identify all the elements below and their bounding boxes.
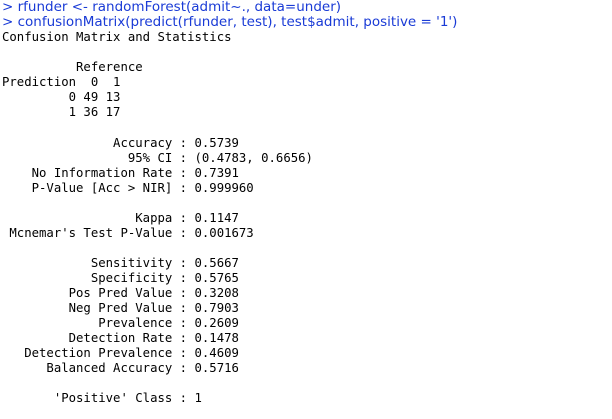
stat-prevalence: Prevalence : 0.2609 — [2, 316, 239, 330]
stat-specificity: Specificity : 0.5765 — [2, 271, 239, 285]
stat-detection-rate: Detection Rate : 0.1478 — [2, 331, 239, 345]
output-heading: Confusion Matrix and Statistics — [2, 30, 232, 44]
stat-no-information-rate: No Information Rate : 0.7391 — [2, 166, 239, 180]
stat-balanced-accuracy: Balanced Accuracy : 0.5716 — [2, 361, 239, 375]
command-confusionmatrix: > confusionMatrix(predict(rfunder, test)… — [2, 14, 458, 30]
stat-neg-pred-value: Neg Pred Value : 0.7903 — [2, 301, 239, 315]
stat-sensitivity: Sensitivity : 0.5667 — [2, 256, 239, 270]
matrix-reference-header: Reference — [2, 60, 143, 74]
stat-pos-pred-value: Pos Pred Value : 0.3208 — [2, 286, 239, 300]
stat-kappa: Kappa : 0.1147 — [2, 211, 239, 225]
stat-p-value: P-Value [Acc > NIR] : 0.999960 — [2, 181, 254, 195]
stat-95-ci: 95% CI : (0.4783, 0.6656) — [2, 151, 313, 165]
stat-mcnemar: Mcnemar's Test P-Value : 0.001673 — [2, 226, 254, 240]
matrix-column-header: Prediction 0 1 — [2, 75, 121, 89]
command-randomforest: > rfunder <- randomForest(admit~., data=… — [2, 0, 342, 15]
stat-accuracy: Accuracy : 0.5739 — [2, 136, 239, 150]
matrix-row-0: 0 49 13 — [2, 90, 121, 104]
stat-positive-class: 'Positive' Class : 1 — [2, 391, 202, 405]
stat-detection-prevalence: Detection Prevalence : 0.4609 — [2, 346, 239, 360]
matrix-row-1: 1 36 17 — [2, 105, 121, 119]
